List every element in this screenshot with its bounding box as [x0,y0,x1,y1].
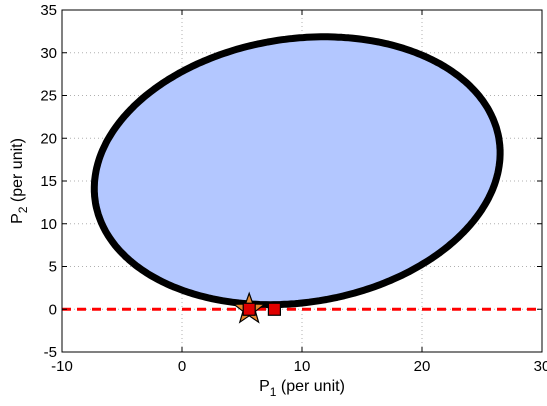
y-tick-label: 5 [49,259,57,276]
square-marker [242,302,256,316]
y-axis-label: P2 (per unit) [9,138,30,224]
feasible-region-ellipse [90,33,504,309]
x-tick-label: 20 [414,358,431,375]
x-tick-label: -10 [51,358,73,375]
x-axis-ticks: -10 0 10 20 30 [51,10,547,375]
x-tick-label: 30 [534,358,547,375]
square-marker [267,302,281,316]
markers [232,291,281,324]
y-tick-label: 0 [49,301,57,318]
feasible-region [90,33,504,309]
y-tick-label: 35 [40,2,57,19]
y-tick-label: 15 [40,173,57,190]
x-axis-label: P1 (per unit) [259,378,345,399]
y-axis-ticks: -5 0 5 10 15 20 25 30 35 [40,2,542,361]
x-tick-label: 10 [294,358,311,375]
y-tick-label: 10 [40,216,57,233]
y-tick-label: -5 [44,344,57,361]
y-tick-label: 25 [40,88,57,105]
x-tick-label: 0 [178,358,186,375]
y-tick-label: 30 [40,45,57,62]
y-tick-label: 20 [40,130,57,147]
